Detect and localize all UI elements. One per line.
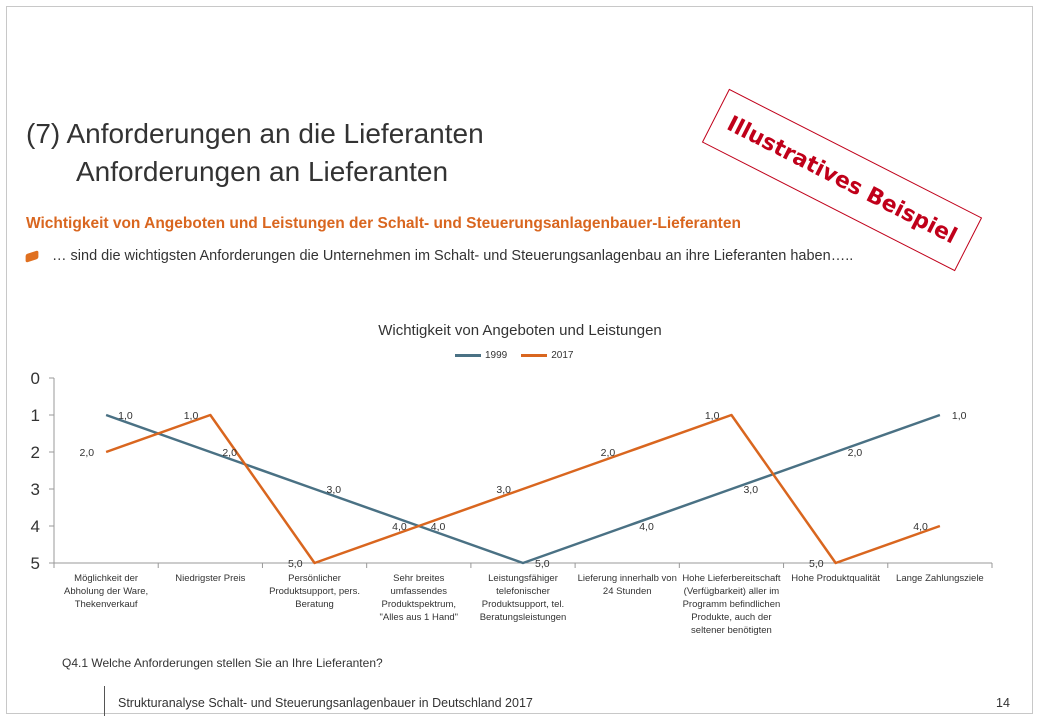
data-label-2017: 2,0 (80, 447, 95, 459)
y-tick-label: 0 (31, 369, 40, 388)
y-tick-label: 1 (31, 406, 40, 425)
legend-label-2017: 2017 (551, 350, 574, 361)
footer-divider (104, 686, 105, 716)
section-subtitle: Wichtigkeit von Angeboten und Leistungen… (26, 215, 741, 232)
data-label-2017: 1,0 (184, 410, 199, 422)
legend-swatch-1999 (455, 354, 481, 357)
chart-legend: 1999 2017 (455, 350, 582, 361)
legend-label-1999: 1999 (485, 350, 508, 361)
data-label-1999: 4,0 (639, 521, 654, 533)
x-tick-label: Persönlicher Produktsupport, pers. Beratun… (269, 573, 360, 610)
x-tick-label: Möglichkeit der Abholung der Ware, Thekenv… (64, 573, 148, 610)
x-tick-label: Lieferung innerhalb von 24 Stunden (578, 573, 677, 597)
footer-text: Strukturanalyse Schalt- und Steuerungsan… (118, 696, 533, 710)
question-footnote: Q4.1 Welche Anforderungen stellen Sie an… (62, 656, 383, 670)
x-tick-label: Hohe Produktqualität (791, 573, 880, 584)
data-label-1999: 1,0 (952, 410, 967, 422)
x-tick-label: Sehr breites umfassendes Produktspektrum, "… (379, 573, 458, 623)
y-tick-label: 2 (31, 443, 40, 462)
data-label-1999: 1,0 (118, 410, 133, 422)
x-tick-label: Hohe Lieferbereitschaft (Verfügbarkeit) a… (682, 573, 781, 636)
data-label-1999: 4,0 (431, 521, 446, 533)
data-label-2017: 3,0 (496, 484, 511, 496)
bullet-text: … sind die wichtigsten Anforderungen die… (52, 248, 854, 264)
x-tick-label: Niedrigster Preis (175, 573, 245, 584)
legend-item-2017: 2017 (521, 350, 574, 361)
data-label-1999: 5,0 (535, 558, 550, 570)
data-label-2017: 5,0 (288, 558, 303, 570)
data-label-2017: 4,0 (392, 521, 407, 533)
data-label-2017: 5,0 (809, 558, 824, 570)
page-number: 14 (996, 696, 1010, 710)
chart-title: Wichtigkeit von Angeboten und Leistungen (378, 322, 662, 339)
x-tick-label: Lange Zahlungsziele (896, 573, 984, 584)
page-title-line2: Anforderungen an Lieferanten (76, 156, 449, 187)
data-label-2017: 2,0 (601, 447, 616, 459)
slide-frame (6, 6, 1033, 714)
legend-item-1999: 1999 (455, 350, 507, 361)
data-label-1999: 2,0 (222, 447, 237, 459)
series-line-2017 (105, 413, 941, 565)
data-label-2017: 4,0 (913, 521, 928, 533)
x-tick-label: Leistungsfähiger telefonischer Produktsupp… (480, 573, 567, 623)
data-label-2017: 1,0 (705, 410, 720, 422)
data-label-1999: 3,0 (743, 484, 758, 496)
y-tick-label: 4 (31, 517, 40, 536)
data-label-1999: 2,0 (848, 447, 863, 459)
legend-swatch-2017 (521, 354, 548, 357)
y-tick-label: 5 (31, 554, 40, 573)
data-label-1999: 3,0 (327, 484, 342, 496)
y-tick-label: 3 (31, 480, 40, 499)
page-title: (7) Anforderungen an die Lieferanten (26, 118, 484, 149)
